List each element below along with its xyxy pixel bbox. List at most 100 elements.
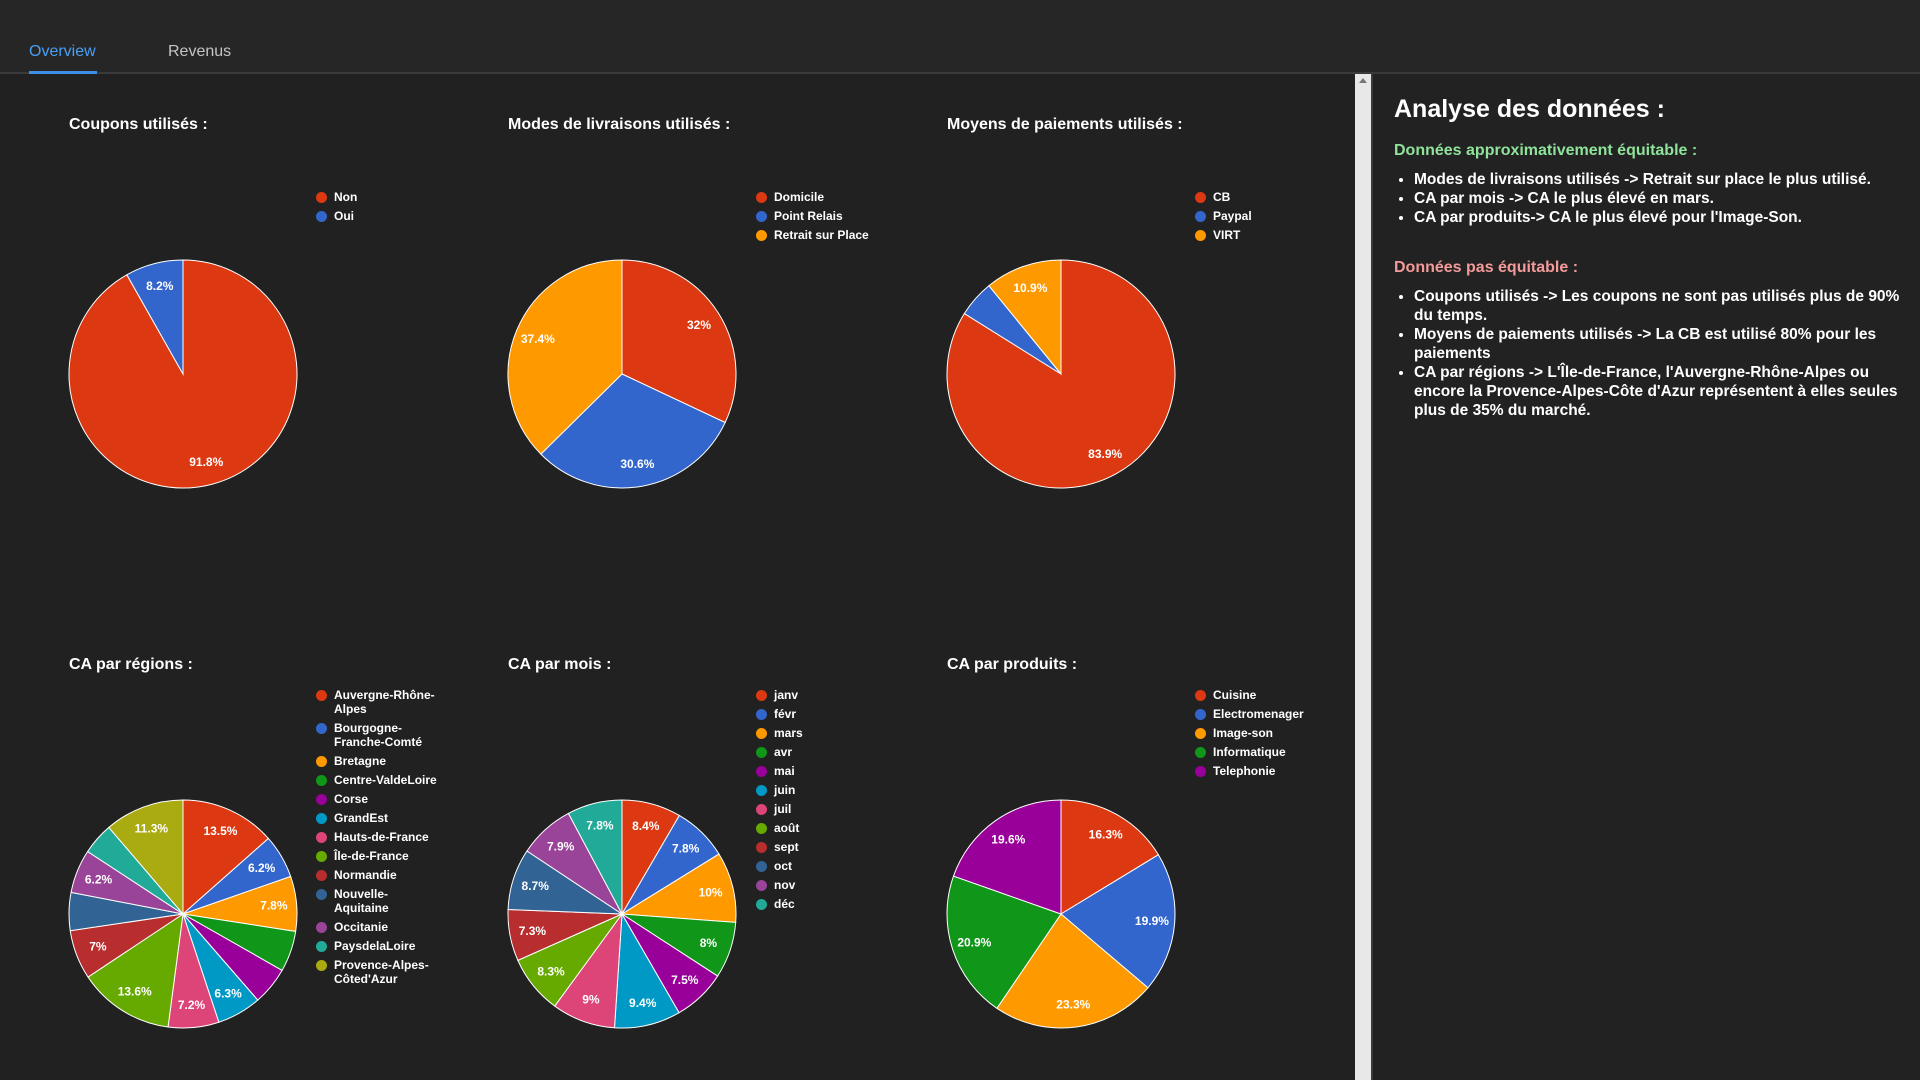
legend-label: Retrait sur Place: [774, 228, 869, 242]
legend-item[interactable]: Retrait sur Place: [756, 228, 882, 242]
legend-item[interactable]: VIRT: [1195, 228, 1321, 242]
pie-slice-label: 19.9%: [1135, 914, 1169, 928]
legend-item[interactable]: Informatique: [1195, 745, 1321, 759]
legend-label: CB: [1213, 190, 1231, 204]
pie-slice[interactable]: [946, 259, 1176, 489]
legend-item[interactable]: PaysdelaLoire: [316, 939, 442, 953]
legend-swatch: [756, 842, 767, 853]
legend-item[interactable]: Oui: [316, 209, 442, 223]
pie-slice-label: 7.2%: [178, 998, 206, 1012]
legend-label: Informatique: [1213, 745, 1286, 759]
non-equitable-list: Coupons utilisés -> Les coupons ne sont …: [1394, 287, 1906, 420]
legend-item[interactable]: Provence-Alpes-Côted'Azur: [316, 958, 442, 986]
legend-label: Île-de-France: [334, 849, 409, 863]
legend-item[interactable]: Normandie: [316, 868, 442, 882]
pie-slice[interactable]: [1060, 854, 1176, 989]
legend-item[interactable]: CB: [1195, 190, 1321, 204]
pie-slice-label: 7.9%: [547, 840, 575, 854]
chart-title: Modes de livraisons utilisés :: [508, 116, 731, 133]
pie-slices: 13.5% 6.2% 7.8% 6.3% 7.2% 13.6% 7% 6.2% 11.3%: [68, 799, 298, 1029]
legend-item[interactable]: Telephonie: [1195, 764, 1321, 778]
pie-slice-label: 7.8%: [672, 842, 700, 856]
pie-slice[interactable]: [996, 913, 1149, 1029]
equitable-list: Modes de livraisons utilisés -> Retrait …: [1394, 170, 1906, 227]
legend-swatch: [756, 785, 767, 796]
legend-item[interactable]: janv: [756, 688, 882, 702]
legend-item[interactable]: Corse: [316, 792, 442, 806]
pie-slice[interactable]: [946, 875, 1062, 1009]
pie-slice[interactable]: [567, 799, 623, 915]
legend-item[interactable]: Cuisine: [1195, 688, 1321, 702]
legend-item[interactable]: Auvergne-Rhône-Alpes: [316, 688, 442, 716]
legend-swatch: [756, 823, 767, 834]
non-equitable-section-title: Données pas équitable :: [1394, 259, 1579, 276]
legend-label: mars: [774, 726, 803, 740]
legend-item[interactable]: Bourgogne-Franche-Comté: [316, 721, 442, 749]
pie-slices: 8.4% 7.8% 10% 8% 7.5% 9.4% 9% 8.3% 7.3% 8.7% 7.9% 7…: [507, 799, 737, 1029]
pie-slice[interactable]: [182, 799, 270, 916]
legend-item[interactable]: Non: [316, 190, 442, 204]
legend-item[interactable]: Nouvelle-Aquitaine: [316, 887, 442, 915]
legend-label: Auvergne-Rhône-Alpes: [334, 688, 435, 716]
pie-slice[interactable]: [507, 259, 623, 455]
legend-item[interactable]: Paypal: [1195, 209, 1321, 223]
list-item: CA par mois -> CA le plus élevé en mars.: [1414, 189, 1906, 208]
legend-item[interactable]: Image-son: [1195, 726, 1321, 740]
legend-item[interactable]: avr: [756, 745, 882, 759]
legend-label: nov: [774, 878, 796, 892]
legend-item[interactable]: Occitanie: [316, 920, 442, 934]
pie-slice[interactable]: [620, 853, 737, 923]
legend-item[interactable]: Hauts-de-France: [316, 830, 442, 844]
legend-item[interactable]: mai: [756, 764, 882, 778]
pie-slice[interactable]: [540, 373, 726, 489]
legend-item[interactable]: GrandEst: [316, 811, 442, 825]
scrollbar[interactable]: [1355, 74, 1371, 1080]
pie-slice[interactable]: [1060, 799, 1160, 915]
pie-slice[interactable]: [126, 259, 184, 376]
legend-item[interactable]: sept: [756, 840, 882, 854]
legend-item[interactable]: mars: [756, 726, 882, 740]
list-item: Moyens de paiements utilisés -> La CB es…: [1414, 325, 1906, 363]
pie-slice[interactable]: [621, 259, 737, 424]
legend-item[interactable]: oct: [756, 859, 882, 873]
tab-overview[interactable]: Overview: [29, 40, 97, 74]
legend-item[interactable]: Bretagne: [316, 754, 442, 768]
legend-item[interactable]: Centre-ValdeLoire: [316, 773, 442, 787]
legend-item[interactable]: août: [756, 821, 882, 835]
legend-item[interactable]: juil: [756, 802, 882, 816]
legend-label: mai: [774, 764, 795, 778]
legend-swatch: [756, 861, 767, 872]
legend-item[interactable]: Île-de-France: [316, 849, 442, 863]
legend-label: août: [774, 821, 800, 835]
legend-swatch: [756, 690, 767, 701]
pie-slice[interactable]: [988, 259, 1062, 376]
legend-item[interactable]: Point Relais: [756, 209, 882, 223]
legend-label: Occitanie: [334, 920, 389, 934]
legend-swatch: [1195, 690, 1206, 701]
pie-slice-label: 10.9%: [1013, 281, 1047, 295]
pie-slice[interactable]: [108, 799, 184, 916]
legend-label: Nouvelle-Aquitaine: [334, 887, 389, 915]
scroll-up-arrow-icon[interactable]: [1359, 78, 1367, 83]
tab-revenus[interactable]: Revenus: [168, 43, 232, 60]
pie-slice[interactable]: [87, 912, 184, 1028]
equitable-section-title: Données approximativement équitable :: [1394, 142, 1698, 159]
legend-item[interactable]: juin: [756, 783, 882, 797]
legend-item[interactable]: Domicile: [756, 190, 882, 204]
tab-bar: Overview Revenus: [0, 0, 1920, 74]
pie-slice[interactable]: [952, 799, 1062, 915]
pie-slice-label: 7%: [89, 940, 107, 954]
legend-label: Point Relais: [774, 209, 843, 223]
legend-item[interactable]: Electromenager: [1195, 707, 1321, 721]
legend-label: Paypal: [1213, 209, 1252, 223]
legend-label: Bourgogne-Franche-Comté: [334, 721, 423, 749]
legend-label: Image-son: [1213, 726, 1274, 740]
pie-slice-label: 7.5%: [671, 973, 699, 987]
legend-item[interactable]: nov: [756, 878, 882, 892]
legend-item[interactable]: déc: [756, 897, 882, 911]
legend-item[interactable]: févr: [756, 707, 882, 721]
legend-label: juin: [774, 783, 796, 797]
legend-swatch: [316, 794, 327, 805]
pie-slice-label: 9.4%: [629, 996, 657, 1010]
chart-legend: Cuisine Electromenager Image-son Informatiq…: [1195, 688, 1321, 783]
